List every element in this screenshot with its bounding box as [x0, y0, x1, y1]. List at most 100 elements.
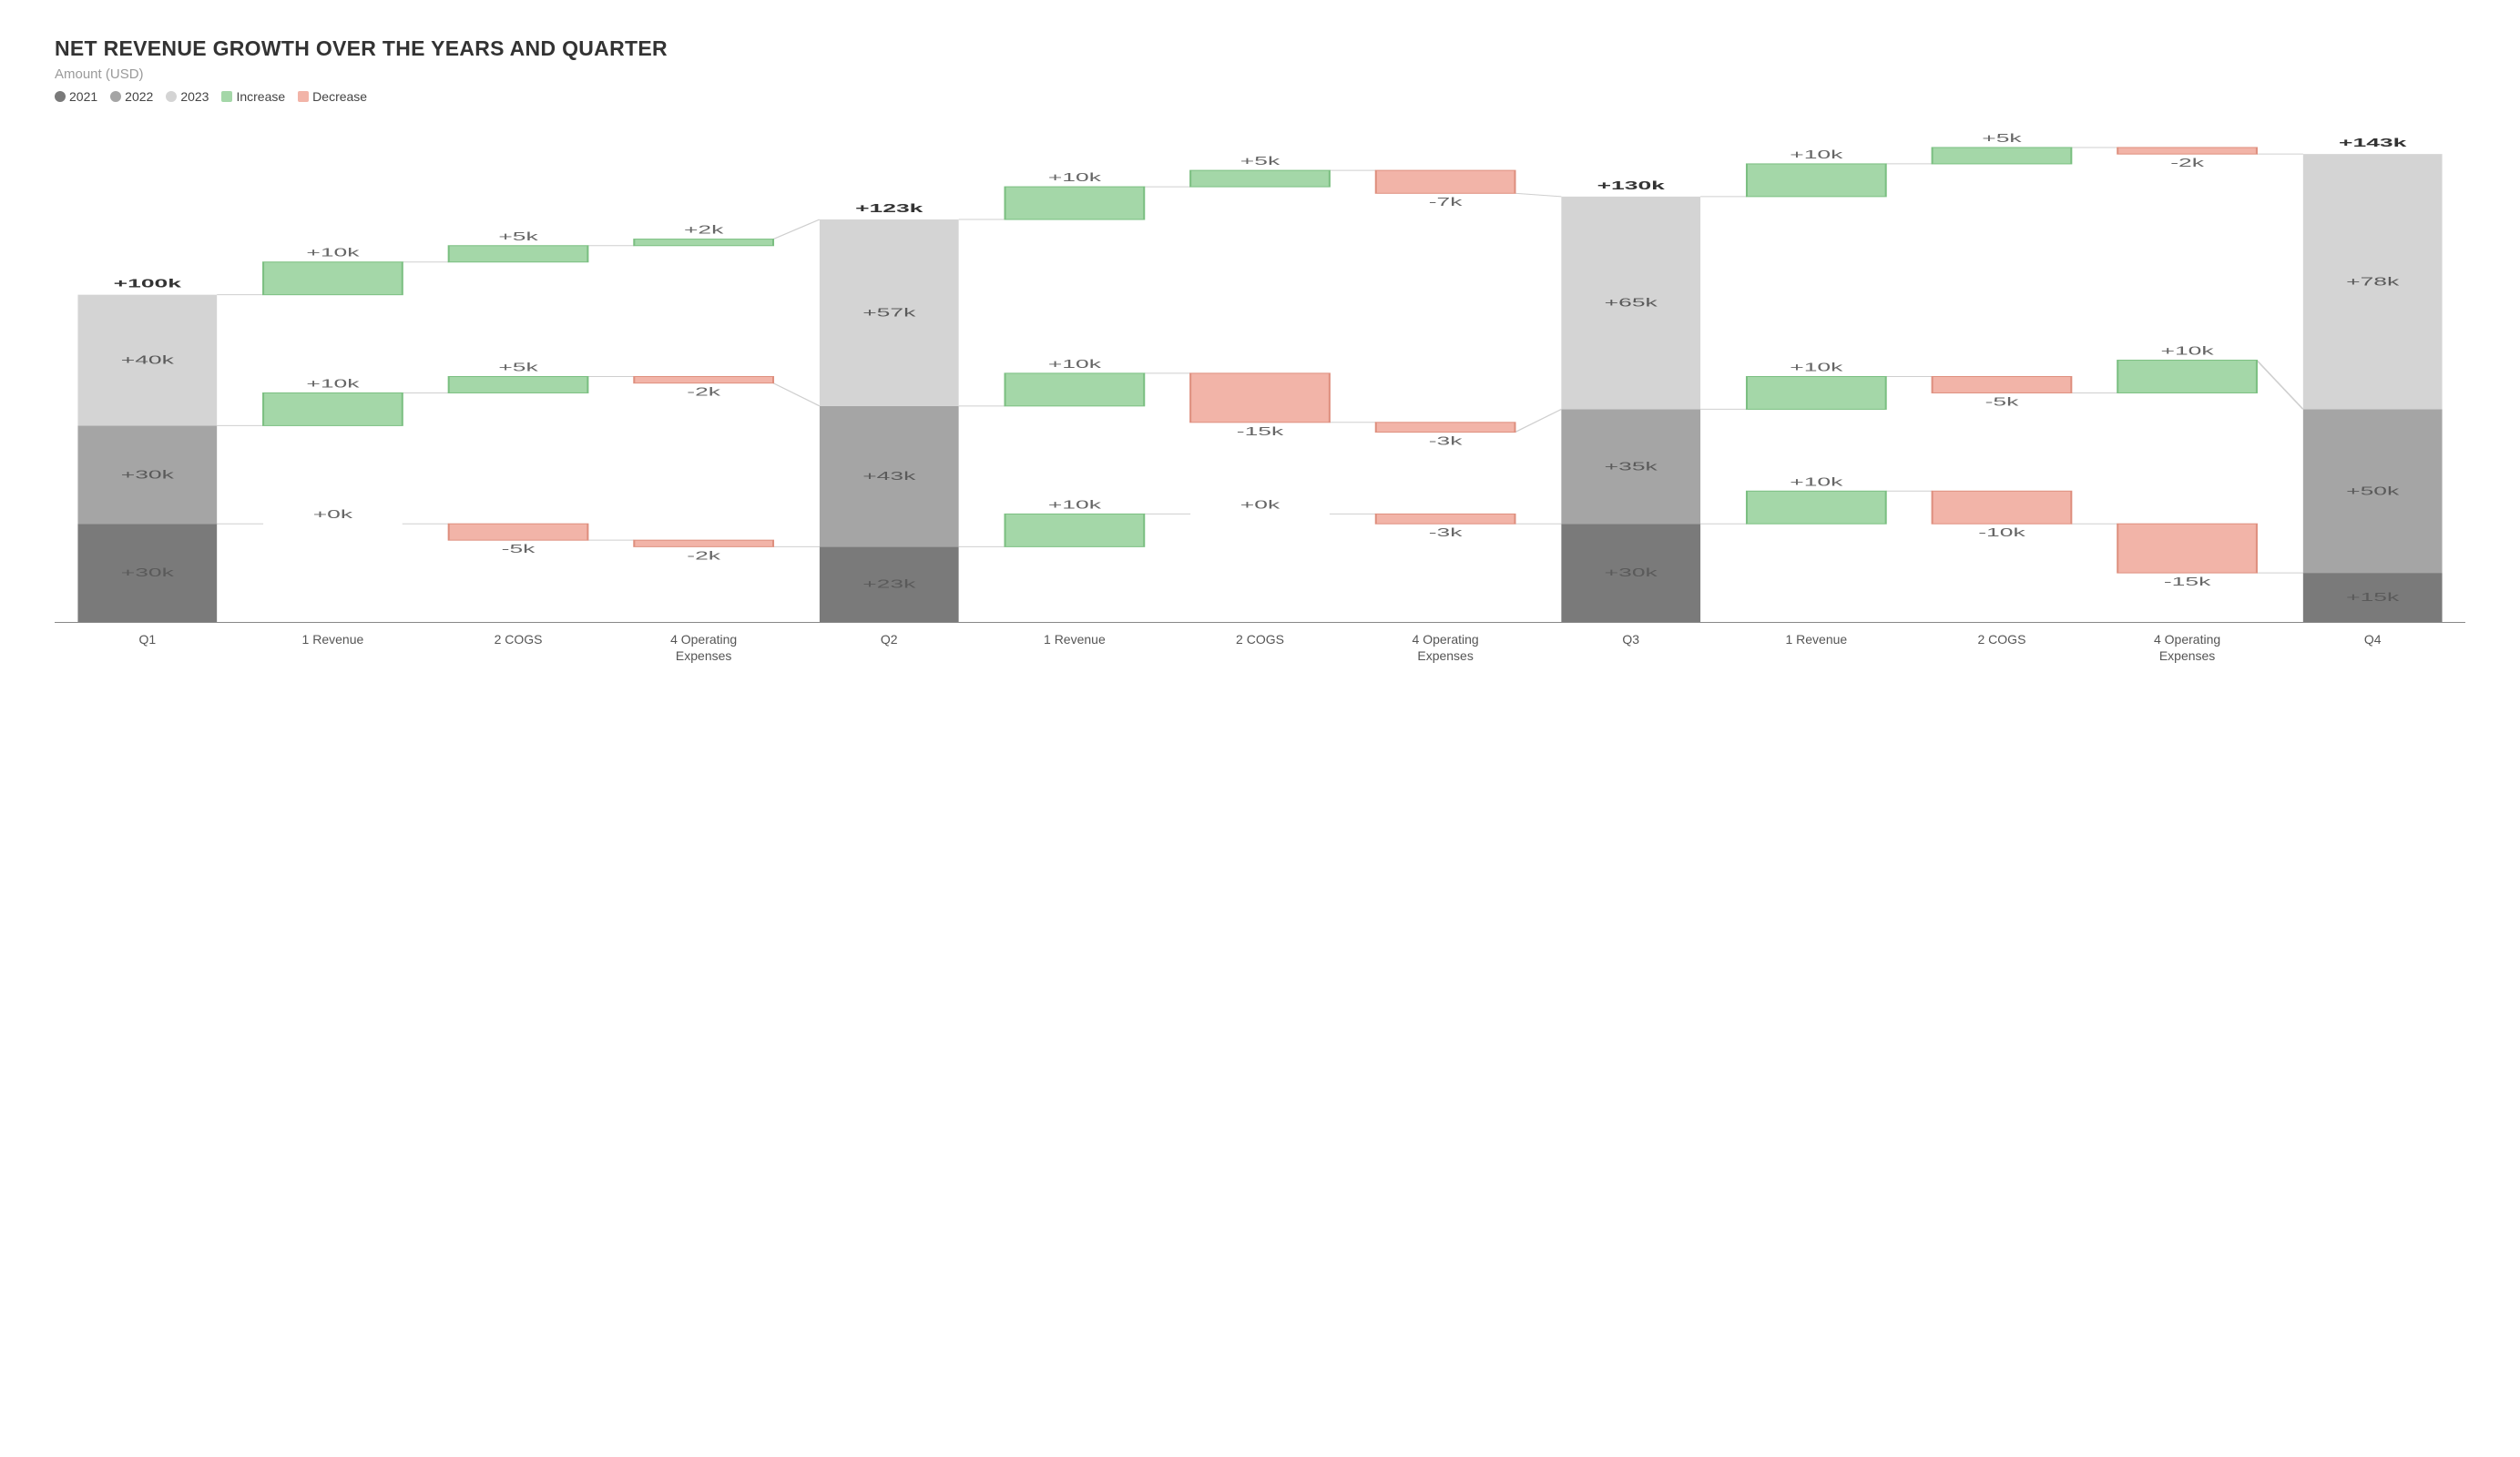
- decrease-bar: [634, 540, 773, 546]
- decrease-bar: [1376, 423, 1515, 433]
- axis-label: 4 OperatingExpenses: [1352, 632, 1538, 665]
- decrease-bar: [634, 377, 773, 383]
- delta-value-label: +5k: [498, 230, 538, 243]
- segment-value-label: +15k: [2346, 591, 2400, 604]
- legend-label-2022: 2022: [125, 89, 153, 104]
- delta-value-label: -15k: [1237, 425, 1284, 438]
- chart-title: NET REVENUE GROWTH OVER THE YEARS AND QU…: [55, 36, 2465, 61]
- delta-value-label: +10k: [1790, 148, 1843, 161]
- increase-bar: [2117, 361, 2257, 393]
- delta-value-label: +10k: [306, 377, 360, 390]
- decrease-bar: [2117, 148, 2257, 154]
- total-label: +143k: [2339, 137, 2407, 149]
- legend-swatch-decrease: [298, 91, 309, 102]
- axis-label: 4 OperatingExpenses: [611, 632, 797, 665]
- delta-value-label: +10k: [1790, 475, 1843, 488]
- legend-label-2023: 2023: [180, 89, 209, 104]
- axis-label: Q4: [2280, 632, 2465, 665]
- axis-label: Q3: [1538, 632, 1724, 665]
- delta-value-label: +10k: [1048, 171, 1102, 184]
- decrease-bar: [449, 524, 588, 540]
- delta-value-label: +10k: [1790, 361, 1843, 373]
- decrease-bar: [1933, 377, 2072, 393]
- x-axis-labels: Q11 Revenue2 COGS4 OperatingExpensesQ21 …: [55, 623, 2465, 665]
- increase-bar: [1747, 164, 1886, 197]
- increase-bar: [1005, 514, 1145, 546]
- axis-label: 2 COGS: [1168, 632, 1353, 665]
- decrease-bar: [1376, 170, 1515, 193]
- delta-value-label: +5k: [1240, 155, 1280, 168]
- legend: 2021 2022 2023 Increase Decrease: [55, 89, 2465, 104]
- decrease-bar: [1933, 491, 2072, 524]
- delta-value-label: +0k: [313, 508, 353, 521]
- axis-label: Q1: [55, 632, 240, 665]
- increase-bar: [1005, 187, 1145, 219]
- legend-2021: 2021: [55, 89, 97, 104]
- delta-value-label: +5k: [498, 361, 538, 373]
- legend-2023: 2023: [166, 89, 209, 104]
- total-label: +123k: [855, 202, 923, 215]
- legend-2022: 2022: [110, 89, 153, 104]
- legend-dot-2023: [166, 91, 177, 102]
- axis-label: 1 Revenue: [1724, 632, 1910, 665]
- segment-value-label: +23k: [862, 577, 916, 590]
- increase-bar: [263, 392, 403, 425]
- segment-value-label: +43k: [862, 470, 916, 483]
- axis-label: Q2: [796, 632, 982, 665]
- total-label: +130k: [1597, 179, 1666, 192]
- decrease-bar: [1376, 514, 1515, 524]
- increase-bar: [1747, 377, 1886, 410]
- increase-bar: [263, 262, 403, 295]
- axis-label: 2 COGS: [1909, 632, 2095, 665]
- segment-value-label: +50k: [2346, 484, 2400, 497]
- segment-value-label: +30k: [121, 566, 175, 579]
- delta-value-label: +0k: [1240, 498, 1280, 511]
- increase-bar: [1933, 148, 2072, 164]
- delta-value-label: +10k: [1048, 358, 1102, 371]
- delta-value-label: +10k: [1048, 498, 1102, 511]
- delta-value-label: -3k: [1429, 526, 1463, 539]
- segment-value-label: +30k: [121, 468, 175, 481]
- delta-value-label: +2k: [684, 223, 724, 236]
- segment-value-label: +78k: [2346, 275, 2400, 288]
- delta-value-label: -10k: [1978, 526, 2025, 539]
- increase-bar: [449, 246, 588, 262]
- legend-decrease: Decrease: [298, 89, 367, 104]
- axis-label: 1 Revenue: [982, 632, 1168, 665]
- delta-value-label: -5k: [502, 543, 536, 555]
- segment-value-label: +30k: [1605, 566, 1658, 579]
- legend-label-2021: 2021: [69, 89, 97, 104]
- increase-bar: [1005, 373, 1145, 406]
- waterfall-chart: +30k +30k +40k +100k +0k +10k +10k -5k +5k +5k -2k…: [55, 131, 2465, 623]
- delta-value-label: +5k: [1982, 132, 2022, 145]
- axis-label: 4 OperatingExpenses: [2095, 632, 2280, 665]
- segment-value-label: +65k: [1605, 296, 1658, 309]
- segment-value-label: +35k: [1605, 460, 1658, 473]
- segment-value-label: +57k: [862, 306, 916, 319]
- axis-label: 2 COGS: [425, 632, 611, 665]
- axis-label: 1 Revenue: [240, 632, 426, 665]
- increase-bar: [1190, 170, 1330, 187]
- delta-value-label: -2k: [687, 549, 720, 562]
- legend-label-decrease: Decrease: [312, 89, 367, 104]
- delta-value-label: -3k: [1429, 434, 1463, 447]
- chart-subtitle: Amount (USD): [55, 66, 2465, 82]
- increase-bar: [1747, 491, 1886, 524]
- delta-value-label: +10k: [2161, 344, 2215, 357]
- legend-increase: Increase: [221, 89, 285, 104]
- decrease-bar: [1190, 373, 1330, 423]
- increase-bar: [449, 377, 588, 393]
- delta-value-label: -7k: [1429, 196, 1463, 209]
- delta-value-label: -2k: [2170, 157, 2204, 169]
- legend-label-increase: Increase: [236, 89, 285, 104]
- delta-value-label: +10k: [306, 247, 360, 260]
- legend-dot-2021: [55, 91, 66, 102]
- decrease-bar: [2117, 524, 2257, 573]
- total-label: +100k: [114, 277, 182, 290]
- segment-value-label: +40k: [121, 353, 175, 366]
- legend-swatch-increase: [221, 91, 232, 102]
- delta-value-label: -5k: [1985, 395, 2019, 408]
- delta-value-label: -15k: [2164, 576, 2211, 588]
- legend-dot-2022: [110, 91, 121, 102]
- increase-bar: [634, 239, 773, 246]
